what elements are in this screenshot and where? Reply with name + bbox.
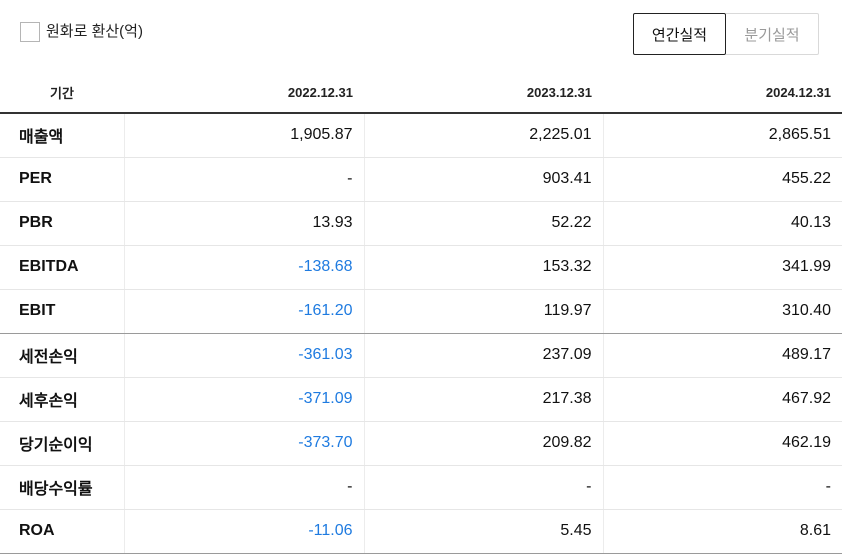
row-label: EBITDA [0,245,125,290]
cell-value: 310.40 [603,289,842,334]
cell-value: 455.22 [603,157,842,202]
cell-value: -371.09 [124,377,365,422]
row-label: 매출액 [0,113,125,158]
toolbar: 원화로 환산(억) 연간실적 분기실적 [0,0,842,70]
year-header-2022: 2022.12.31 [124,72,364,114]
cell-value: -361.03 [124,333,365,378]
cell-value: 2,225.01 [364,113,604,158]
row-label: PER [0,157,125,202]
table-row: PER - 903.41 455.22 [0,157,842,202]
cell-value: -373.70 [124,421,365,466]
cell-value: 489.17 [603,333,842,378]
table-row: 매출액 1,905.87 2,225.01 2,865.51 [0,113,842,158]
krw-convert-label: 원화로 환산(억) [46,23,143,40]
cell-value: 119.97 [364,289,604,334]
cell-value: 1,905.87 [124,113,365,158]
cell-value: 8.61 [603,509,842,554]
table-row: ROA -11.06 5.45 8.61 [0,509,842,554]
cell-value: - [364,465,604,510]
table-row: EBIT -161.20 119.97 310.40 [0,289,842,334]
cell-value: 341.99 [603,245,842,290]
cell-value: 209.82 [364,421,604,466]
table-header-row: 기간 2022.12.31 2023.12.31 2024.12.31 [0,72,842,114]
cell-value: -11.06 [124,509,365,554]
table-row: EBITDA -138.68 153.32 341.99 [0,245,842,290]
cell-value: -138.68 [124,245,365,290]
krw-convert-checkbox[interactable] [20,22,40,42]
row-label: 당기순이익 [0,421,125,466]
row-label: PBR [0,201,125,246]
table-row: 배당수익률 - - - [0,465,842,510]
cell-value: 462.19 [603,421,842,466]
cell-value: 153.32 [364,245,604,290]
cell-value: 52.22 [364,201,604,246]
table-row: 세전손익 -361.03 237.09 489.17 [0,333,842,378]
cell-value: 2,865.51 [603,113,842,158]
cell-value: 5.45 [364,509,604,554]
cell-value: 903.41 [364,157,604,202]
financial-table: 기간 2022.12.31 2023.12.31 2024.12.31 매출액 … [0,72,842,554]
year-header-2024: 2024.12.31 [603,72,842,114]
table-row: 당기순이익 -373.70 209.82 462.19 [0,421,842,466]
row-label: 세후손익 [0,377,125,422]
cell-value: 217.38 [364,377,604,422]
quarterly-results-button[interactable]: 분기실적 [726,13,819,55]
period-header: 기간 [0,72,124,114]
cell-value: 237.09 [364,333,604,378]
row-label: EBIT [0,289,125,334]
cell-value: - [603,465,842,510]
cell-value: -161.20 [124,289,365,334]
table-row: 세후손익 -371.09 217.38 467.92 [0,377,842,422]
annual-results-button[interactable]: 연간실적 [633,13,726,55]
row-label: ROA [0,509,125,554]
year-header-2023: 2023.12.31 [364,72,603,114]
table-row: PBR 13.93 52.22 40.13 [0,201,842,246]
cell-value: - [124,465,365,510]
cell-value: - [124,157,365,202]
cell-value: 467.92 [603,377,842,422]
cell-value: 40.13 [603,201,842,246]
krw-convert-toggle[interactable]: 원화로 환산(억) [20,22,143,42]
row-label: 세전손익 [0,333,125,378]
row-label: 배당수익률 [0,465,125,510]
cell-value: 13.93 [124,201,365,246]
